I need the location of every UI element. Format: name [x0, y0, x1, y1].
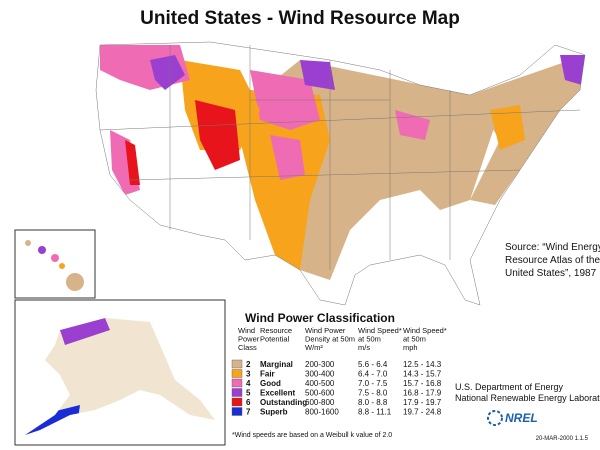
legend-cell: 500-600 — [305, 389, 335, 398]
source-line: United States”, 1987 — [505, 268, 597, 279]
legend-cell: 6.4 - 7.0 — [358, 370, 388, 379]
legend: Wind Power Classification *Wind speeds a… — [231, 311, 447, 439]
date-code: 20-MAR-2000 1.1.5 — [536, 436, 589, 442]
legend-header: Power — [238, 335, 260, 344]
legend-cell: 800-1600 — [305, 408, 339, 417]
source-line: Resource Atlas of the — [505, 255, 600, 266]
legend-cell: Good — [260, 379, 281, 388]
source: Source: “Wind Energy Resource Atlas of t… — [505, 242, 600, 279]
legend-class: 3 — [246, 370, 251, 379]
legend-header: Wind Speed* — [403, 326, 447, 335]
legend-header: Wind Power — [305, 326, 346, 335]
legend-cell: 12.5 - 14.3 — [403, 360, 442, 369]
legend-header: Wind Speed* — [358, 326, 402, 335]
map-title: United States - Wind Resource Map — [140, 8, 460, 29]
legend-header: Wind — [238, 326, 255, 335]
legend-cell: 600-800 — [305, 398, 335, 407]
legend-swatch — [231, 369, 243, 378]
legend-cell: 19.7 - 24.8 — [403, 408, 442, 417]
legend-header: Density at 50m — [305, 335, 355, 344]
legend-class: 6 — [246, 398, 251, 407]
legend-header: m/s — [358, 343, 370, 352]
legend-header: W/m² — [305, 343, 323, 352]
legend-class: 2 — [246, 360, 251, 369]
legend-cell: 400-500 — [305, 379, 335, 388]
legend-title: Wind Power Classification — [245, 311, 395, 325]
legend-header: Class — [238, 343, 257, 352]
legend-header: Resource — [260, 326, 292, 335]
us-outline — [95, 41, 586, 306]
state-lines — [99, 45, 581, 270]
footnote: *Wind speeds are based on a Weibull k va… — [232, 432, 392, 439]
legend-header: mph — [403, 343, 418, 352]
legend-swatch — [231, 359, 243, 369]
hawaii-islands — [25, 240, 84, 291]
nrel-logo: NREL — [487, 410, 538, 426]
legend-cell: Superb — [260, 408, 288, 417]
legend-class: 4 — [246, 379, 251, 388]
us-map — [96, 42, 585, 305]
legend-cell: 200-300 — [305, 360, 335, 369]
legend-cell: 17.9 - 19.7 — [403, 398, 442, 407]
credit: U.S. Department of Energy — [455, 382, 564, 392]
legend-cell: 14.3 - 15.7 — [403, 370, 442, 379]
legend-cell: 8.8 - 11.1 — [358, 408, 392, 417]
legend-class: 5 — [246, 389, 251, 398]
legend-cell: 5.6 - 6.4 — [358, 360, 388, 369]
legend-swatch — [231, 378, 243, 388]
legend-cell: 8.0 - 8.8 — [358, 398, 388, 407]
legend-class: 7 — [246, 408, 251, 417]
legend-swatch — [231, 397, 243, 407]
legend-header: at 50m — [403, 335, 426, 344]
legend-swatch — [231, 407, 243, 416]
legend-cell: 15.7 - 16.8 — [403, 379, 442, 388]
legend-cell: 16.8 - 17.9 — [403, 389, 442, 398]
source-line: Source: “Wind Energy — [505, 242, 600, 253]
legend-cell: 7.0 - 7.5 — [358, 379, 388, 388]
legend-cell: Excellent — [260, 389, 295, 398]
logo-text: NREL — [505, 411, 538, 425]
legend-header: at 50m — [358, 335, 381, 344]
legend-cell: 7.5 - 8.0 — [358, 389, 388, 398]
legend-cell: Outstanding — [260, 398, 307, 407]
legend-cell: Fair — [260, 370, 275, 379]
legend-cell: Marginal — [260, 360, 293, 369]
legend-swatch — [231, 388, 243, 397]
legend-cell: 300-400 — [305, 370, 335, 379]
legend-header: Potential — [260, 335, 290, 344]
credit: National Renewable Energy Laboratory — [455, 393, 600, 403]
